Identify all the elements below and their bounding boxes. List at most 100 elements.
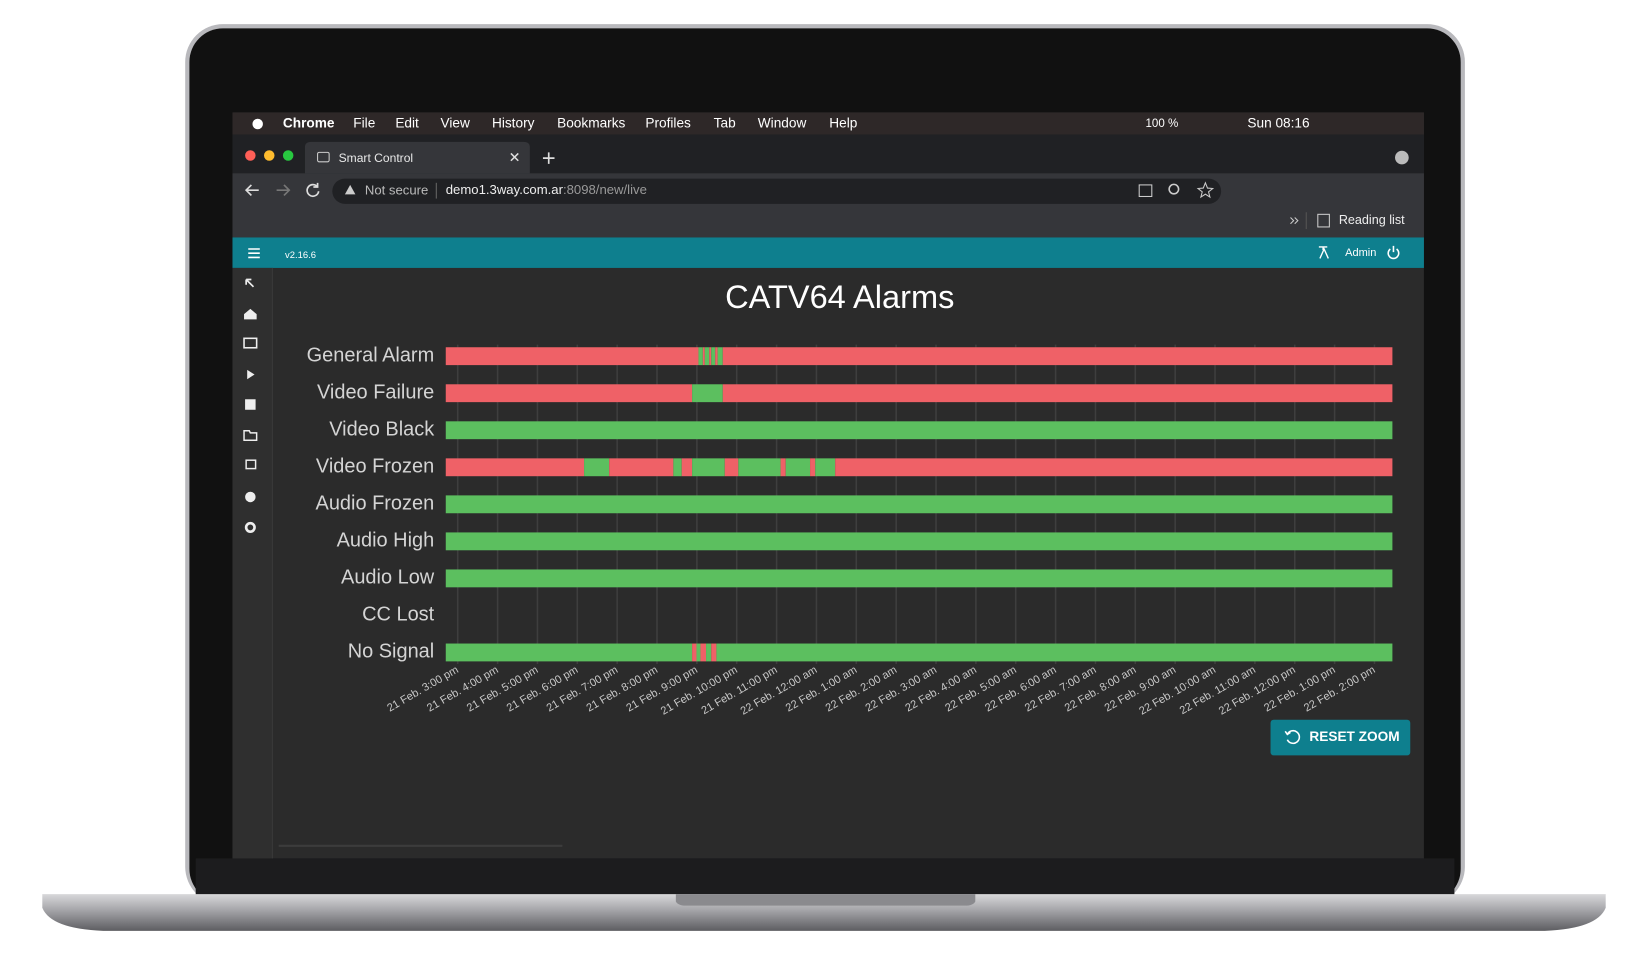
menu-item[interactable]: History [492,116,535,131]
sidebar-folder[interactable] [243,430,258,441]
sidebar-play[interactable] [247,369,255,380]
reset-zoom-button[interactable] [1270,719,1411,756]
status-segment [700,643,707,662]
apple-menu[interactable] [252,118,263,130]
status-segment [815,458,836,477]
status-segment [445,643,693,662]
status-segment [445,347,699,366]
menu-item[interactable]: Help [829,116,857,131]
sidebar-icons [243,278,258,533]
forward-button[interactable] [276,184,291,197]
menu-item[interactable]: Profiles [645,116,691,131]
sidebar-home[interactable] [244,308,257,320]
status-segment [785,458,811,477]
app-version: v2.16.6 [285,250,316,261]
zoom-icon[interactable] [1168,183,1180,195]
new-tab[interactable] [542,152,555,164]
url-host: demo1.3way.com.ar [446,183,564,198]
menubar-app[interactable]: Chrome [283,116,335,131]
reset-icon [1284,730,1301,745]
menu-item[interactable]: File [353,116,375,131]
row-label: Audio High [337,530,435,552]
back-button[interactable] [244,184,259,197]
sidebar-settings[interactable] [244,521,256,533]
url-path: :8098/new/live [563,183,647,198]
status-segment [692,643,697,662]
status-segment [780,458,786,477]
menu-item[interactable]: View [441,116,470,131]
base-notch [675,894,976,906]
status-segment [738,458,781,477]
warning-icon [344,184,356,195]
status-segment [445,495,1393,514]
status-segment [692,458,725,477]
sidebar-collapse[interactable] [245,278,255,288]
omnibox[interactable] [332,178,1222,204]
chart-title: CATV64 Alarms [725,279,954,315]
status-segment [706,643,712,662]
reload-button[interactable] [306,182,320,198]
minimize-window[interactable] [263,150,275,161]
close-window[interactable] [245,150,256,161]
status-segment [445,569,1393,588]
row-label: No Signal [348,641,435,663]
more-bookmarks[interactable] [1290,217,1299,225]
sidebar [232,267,273,859]
clock: Sun 08:16 [1247,116,1309,131]
status-segment [709,347,712,366]
row-label: Video Frozen [316,456,434,478]
row-label: Audio Frozen [316,493,435,515]
status-segment [702,347,705,366]
row-label: CC Lost [362,604,435,626]
tab-search[interactable] [1395,150,1409,165]
row-label: General Alarm [307,344,435,366]
reset-zoom-label[interactable]: RESET ZOOM [1309,729,1399,744]
bookmark-star[interactable] [1196,181,1215,199]
tab-title[interactable]: Smart Control [339,151,414,165]
sidebar-record[interactable] [245,491,256,503]
menubar-menus: File Edit View History Bookmarks Profiles Tab W… [353,116,857,131]
sidebar-film[interactable] [245,399,256,410]
status-segment [673,458,682,477]
menu-item[interactable]: Edit [395,116,419,131]
user-name[interactable]: Admin [1345,247,1376,259]
row-label: Audio Low [341,567,435,589]
menu-item[interactable]: Tab [714,116,736,131]
status-segment [609,458,674,477]
status-segment [445,458,585,477]
status-segment [716,643,1393,662]
status-segment [711,643,717,662]
status-segment [696,643,701,662]
row-label: Video Black [329,419,434,441]
reading-list-icon[interactable] [1317,213,1330,228]
close-tab[interactable] [510,152,519,162]
reading-list[interactable]: Reading list [1339,213,1405,227]
menu-item[interactable]: Window [758,116,807,131]
not-secure[interactable]: Not secure [365,183,428,198]
sidebar-monitor[interactable] [243,337,258,349]
status-segment [715,347,718,366]
status-segment [692,384,723,403]
status-segment [717,347,723,366]
logout-icon[interactable] [1387,245,1400,260]
maximize-window[interactable] [282,150,294,161]
menu-toggle[interactable] [248,248,260,259]
translate-icon[interactable] [1138,184,1153,197]
bezel-chin [195,858,1455,897]
status-segment [445,421,1393,440]
status-segment [724,458,739,477]
language-icon[interactable] [1318,246,1329,259]
row-label: Video Failure [317,381,434,403]
sidebar-copy[interactable] [245,459,257,470]
active-tab[interactable] [304,141,530,174]
mac-menubar [232,112,1424,135]
tab-favicon [317,151,330,163]
battery-level: 100 % [1146,118,1179,130]
app-header [232,237,1424,268]
status-segment [722,347,1393,366]
menu-item[interactable]: Bookmarks [557,116,625,131]
status-segment [445,532,1393,551]
status-segment [835,458,1393,477]
url[interactable]: demo1.3way.com.ar:8098/new/live [446,183,647,198]
